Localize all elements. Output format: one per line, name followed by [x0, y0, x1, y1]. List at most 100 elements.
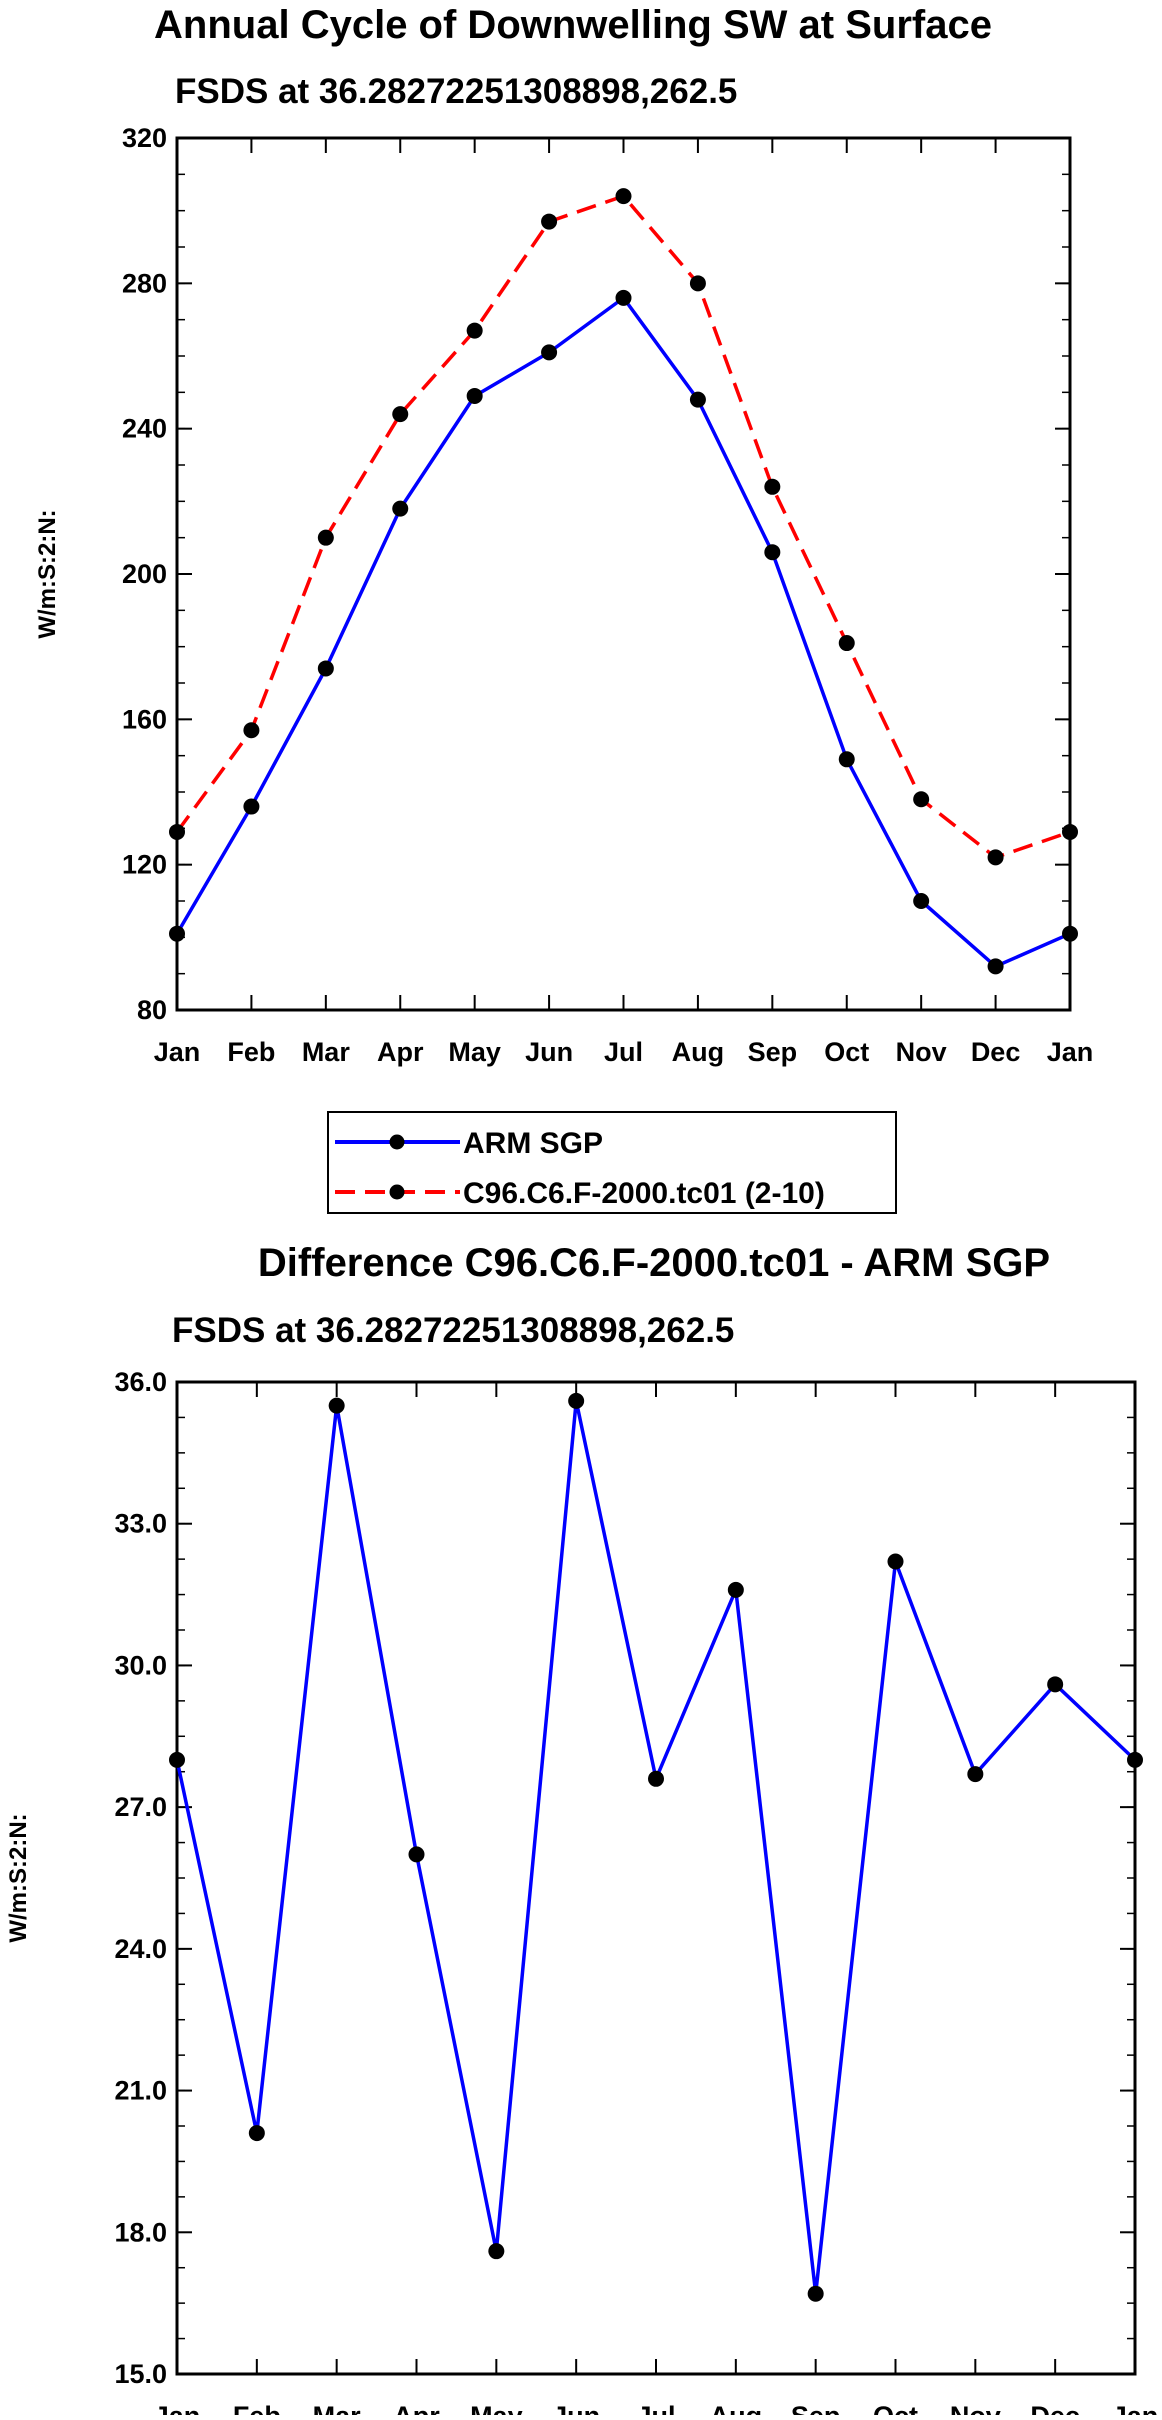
- legend-label-arm-sgp: ARM SGP: [463, 1127, 603, 1160]
- chart1-y-axis-title: W/m:S:2:N:: [34, 509, 61, 638]
- y-tick-label: 24.0: [114, 1934, 167, 1964]
- data-point-0-8: [807, 2285, 824, 2302]
- y-tick-label: 80: [137, 995, 167, 1025]
- chart1-legend: ARM SGP C96.C6.F-2000.tc01 (2-10): [327, 1111, 897, 1214]
- x-tick-label: Jul: [636, 2401, 675, 2415]
- data-point-0-2: [328, 1397, 345, 1414]
- data-point-1-2: [317, 529, 334, 546]
- x-tick-label: Aug: [710, 2401, 762, 2415]
- chart2-y-axis-title: W/m:S:2:N:: [5, 1813, 32, 1942]
- x-tick-label: Jan: [154, 2401, 201, 2415]
- data-point-0-7: [727, 1581, 744, 1598]
- data-point-0-0: [169, 1751, 185, 1768]
- y-tick-label: 280: [122, 268, 167, 298]
- data-point-1-7: [689, 275, 706, 292]
- data-point-0-5: [541, 344, 558, 361]
- x-tick-label: Aug: [672, 1037, 724, 1067]
- y-tick-label: 240: [122, 414, 167, 444]
- data-point-0-12: [1127, 1751, 1143, 1768]
- data-point-0-10: [967, 1766, 984, 1783]
- data-point-0-3: [408, 1846, 425, 1863]
- y-tick-label: 18.0: [114, 2217, 167, 2247]
- data-point-0-6: [648, 1770, 664, 1787]
- chart-annual-cycle: Annual Cycle of Downwelling SW at Surfac…: [34, 3, 1093, 1214]
- x-tick-label: Feb: [233, 2401, 281, 2415]
- x-tick-label: Oct: [873, 2401, 918, 2415]
- data-point-1-11: [987, 849, 1004, 866]
- data-point-0-1: [248, 2125, 265, 2142]
- data-point-0-12: [1062, 925, 1078, 942]
- chart2-subtitle: FSDS at 36.28272251308898,262.5: [172, 1311, 734, 1350]
- legend-marker-model: [389, 1184, 405, 1200]
- x-tick-label: Sep: [748, 1037, 798, 1067]
- series-line-0: [175, 1399, 1137, 2296]
- data-point-0-8: [764, 544, 781, 561]
- y-tick-label: 33.0: [114, 1509, 167, 1539]
- x-tick-label: Apr: [377, 1037, 424, 1067]
- data-point-1-5: [541, 213, 558, 230]
- data-point-1-8: [764, 478, 781, 495]
- data-point-1-12: [1062, 823, 1078, 840]
- x-tick-label: Mar: [313, 2401, 362, 2415]
- x-tick-label: Oct: [824, 1037, 869, 1067]
- data-point-0-4: [488, 2243, 505, 2260]
- data-point-1-6: [615, 188, 632, 205]
- x-tick-label: Nov: [950, 2401, 1001, 2415]
- y-tick-label: 15.0: [114, 2359, 167, 2389]
- data-point-0-10: [913, 893, 930, 909]
- data-point-0-5: [568, 1392, 585, 1409]
- x-tick-label: Feb: [227, 1037, 275, 1067]
- chart1-plot-frame: [175, 136, 1072, 1012]
- data-point-0-2: [317, 660, 334, 677]
- x-tick-label: Jun: [552, 2401, 600, 2415]
- data-point-1-4: [466, 322, 483, 339]
- x-tick-label: Sep: [791, 2401, 841, 2415]
- legend-label-model: C96.C6.F-2000.tc01 (2-10): [463, 1177, 825, 1210]
- y-tick-label: 120: [122, 850, 167, 880]
- chart1-subtitle: FSDS at 36.28272251308898,262.5: [175, 72, 737, 111]
- x-tick-label: Dec: [1030, 2401, 1080, 2415]
- y-tick-label: 27.0: [114, 1792, 167, 1822]
- x-tick-label: Mar: [302, 1037, 351, 1067]
- x-tick-label: Jan: [1047, 1037, 1094, 1067]
- data-point-1-9: [838, 635, 855, 652]
- chart1-legend-box: [327, 1111, 897, 1214]
- series-line-0: [175, 296, 1071, 969]
- x-tick-label: Nov: [896, 1037, 947, 1067]
- data-point-1-0: [169, 823, 185, 840]
- x-tick-label: Jan: [154, 1037, 201, 1067]
- chart2-plot-frame: [175, 1380, 1137, 2376]
- y-tick-label: 160: [122, 704, 167, 734]
- data-point-0-4: [466, 387, 483, 404]
- data-point-0-9: [838, 751, 855, 768]
- data-point-1-1: [243, 722, 260, 739]
- x-tick-label: Apr: [393, 2401, 440, 2415]
- chart-difference: Difference C96.C6.F-2000.tc01 - ARM SGP …: [5, 1241, 1158, 2420]
- data-point-0-9: [887, 1553, 904, 1570]
- y-tick-label: 30.0: [114, 1650, 167, 1680]
- chart1-title: Annual Cycle of Downwelling SW at Surfac…: [154, 3, 992, 47]
- x-tick-label: Jun: [525, 1037, 573, 1067]
- data-point-0-6: [615, 289, 632, 306]
- data-point-0-11: [1047, 1676, 1064, 1693]
- chart2-ticks: 15.0 18.0 21.0 24.0 27.0 30.0 33.0 36.0 Jan Feb Ma…: [114, 1367, 1158, 2420]
- y-tick-label: 320: [122, 123, 167, 153]
- y-tick-label: 36.0: [114, 1367, 167, 1397]
- chart1-ticks: 80 120 160 200 240 280 320 Jan Feb Mar Apr May Jun Ju…: [122, 123, 1093, 1067]
- x-tick-label: Jul: [604, 1037, 643, 1067]
- data-point-0-7: [689, 391, 706, 408]
- data-point-0-0: [169, 925, 185, 942]
- data-point-0-11: [987, 958, 1004, 975]
- data-point-0-3: [392, 500, 409, 517]
- x-tick-label: May: [448, 1037, 501, 1067]
- x-tick-label: May: [470, 2401, 523, 2415]
- y-tick-label: 21.0: [114, 2076, 167, 2106]
- y-tick-label: 200: [122, 559, 167, 589]
- data-point-0-1: [243, 798, 260, 815]
- data-point-1-3: [392, 406, 409, 423]
- chart1-series: [169, 188, 1078, 975]
- chart2-title: Difference C96.C6.F-2000.tc01 - ARM SGP: [258, 1241, 1050, 1285]
- x-tick-label: Dec: [971, 1037, 1021, 1067]
